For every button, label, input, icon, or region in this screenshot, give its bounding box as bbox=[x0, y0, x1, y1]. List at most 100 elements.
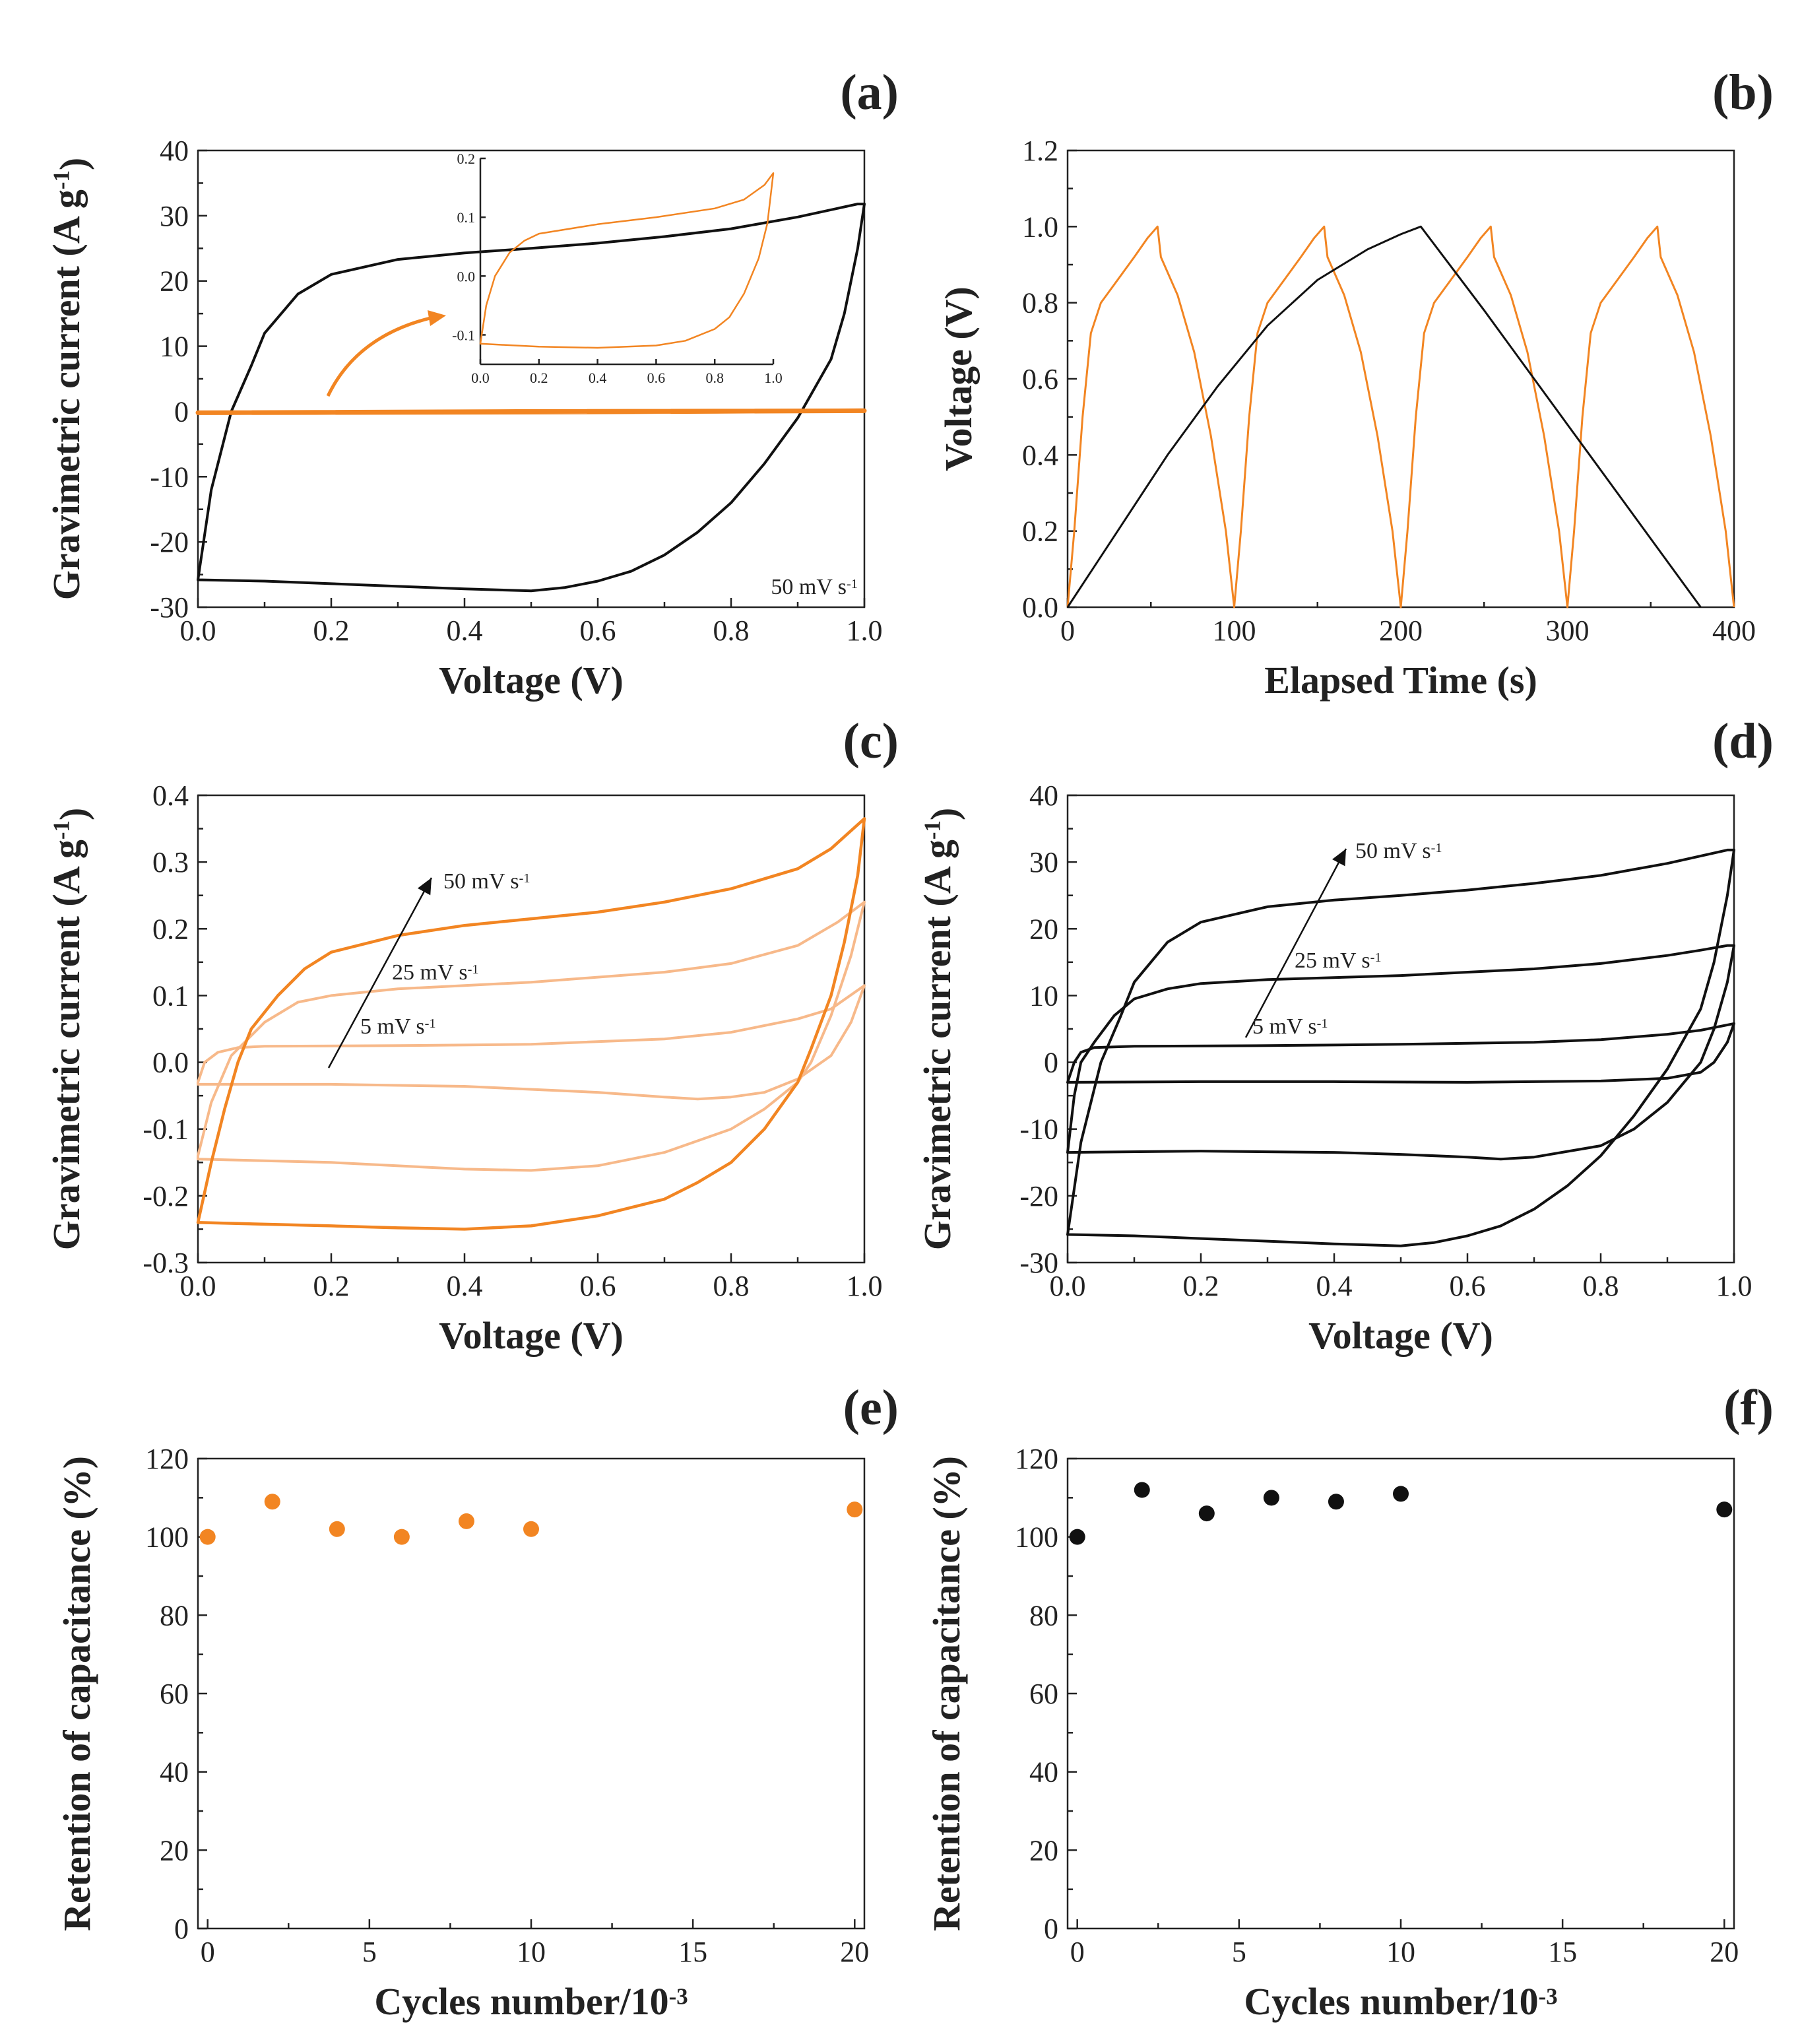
a-x-tick-label: 0.4 bbox=[447, 614, 483, 647]
b-x-tick-label: 200 bbox=[1379, 614, 1423, 647]
e-data-point bbox=[264, 1494, 280, 1510]
f-x-tick-label: 5 bbox=[1232, 1936, 1246, 1968]
d-y-axis-title: Gravimetric current (A g-1) bbox=[916, 808, 965, 1251]
e-data-point bbox=[393, 1529, 410, 1545]
panel-f-label: (f) bbox=[1723, 1380, 1774, 1435]
a-y-tick-label: 10 bbox=[160, 331, 189, 363]
b-x-tick-label: 300 bbox=[1546, 614, 1590, 647]
c-x-tick-label: 0.4 bbox=[447, 1270, 483, 1302]
a-scan-rate-label: 50 mV s-1 bbox=[771, 575, 858, 599]
c-y-axis-title: Gravimetric current (A g-1) bbox=[45, 808, 94, 1251]
f-y-tick-label: 100 bbox=[1015, 1521, 1058, 1554]
panel-b: 0 100 200 300 400 0.0 0.2 0.4 0.6 0.8 1.0 1.2 Elapse… bbox=[937, 65, 1774, 702]
b-orange-gcd-curve bbox=[1066, 225, 1735, 609]
a-inset-y-tick-label: 0.2 bbox=[457, 150, 476, 167]
d-y-tick-label: 20 bbox=[1029, 913, 1058, 945]
e-x-tick-label: 0 bbox=[201, 1936, 215, 1968]
b-y-tick-label: 0.0 bbox=[1022, 591, 1058, 624]
c-y-tick-label: 0.1 bbox=[152, 979, 189, 1012]
a-x-tick-label: 0.2 bbox=[313, 614, 350, 647]
f-data-point bbox=[1328, 1494, 1344, 1510]
a-inset-x-tick-label: 0.0 bbox=[471, 370, 490, 386]
e-y-tick-label: 120 bbox=[145, 1443, 189, 1475]
f-y-tick-label: 80 bbox=[1029, 1599, 1058, 1632]
e-y-tick-label: 20 bbox=[160, 1834, 189, 1866]
d-y-tick-label: 0 bbox=[1044, 1047, 1058, 1079]
f-x-axis-title: Cycles number/10-3 bbox=[1244, 1980, 1557, 2023]
e-y-tick-label: 0 bbox=[174, 1913, 189, 1945]
e-x-tick-label: 15 bbox=[678, 1936, 707, 1968]
a-x-axis-title: Voltage (V) bbox=[439, 659, 624, 702]
b-black-gcd-curve bbox=[1066, 225, 1702, 608]
f-data-point bbox=[1393, 1486, 1409, 1502]
d-label-5mv: 5 mV s-1 bbox=[1252, 1014, 1328, 1039]
d-curve-25mv bbox=[1066, 944, 1735, 1161]
a-y-tick-label: 40 bbox=[160, 135, 189, 167]
e-data-point bbox=[199, 1529, 216, 1545]
a-inset-x-tick-label: 0.4 bbox=[589, 370, 607, 386]
d-plot-frame bbox=[1066, 794, 1735, 1264]
f-y-tick-label: 60 bbox=[1029, 1678, 1058, 1710]
b-plot-frame bbox=[1066, 149, 1735, 609]
a-inset-pointer-arrow bbox=[326, 316, 431, 397]
b-x-axis-title: Elapsed Time (s) bbox=[1264, 659, 1537, 702]
a-inset-y-tick-label: -0.1 bbox=[452, 327, 475, 343]
d-y-tick-label: 30 bbox=[1029, 846, 1058, 878]
e-data-point bbox=[329, 1521, 345, 1537]
panel-c: 0.0 0.2 0.4 0.6 0.8 1.0 -0.3 -0.2 -0.1 0.0 0.1 0.2 0… bbox=[45, 713, 899, 1357]
panel-d: 0.0 0.2 0.4 0.6 0.8 1.0 -30 -20 -10 0 10 20 30 40 Volt… bbox=[916, 713, 1774, 1357]
c-x-tick-label: 0.8 bbox=[713, 1270, 750, 1302]
b-y-tick-label: 0.4 bbox=[1022, 439, 1058, 471]
c-x-tick-label: 0.2 bbox=[313, 1270, 350, 1302]
c-y-tick-label: 0.3 bbox=[152, 846, 189, 878]
f-x-tick-label: 15 bbox=[1548, 1936, 1577, 1968]
f-x-tick-label: 0 bbox=[1070, 1936, 1085, 1968]
e-x-tick-label: 20 bbox=[840, 1936, 869, 1968]
d-x-axis-title: Voltage (V) bbox=[1308, 1314, 1493, 1357]
d-x-tick-label: 0.4 bbox=[1316, 1270, 1353, 1302]
e-data-point bbox=[458, 1513, 474, 1529]
d-y-tick-label: 40 bbox=[1029, 779, 1058, 812]
a-inset-x-tick-label: 0.8 bbox=[705, 370, 724, 386]
a-orange-cv-curve bbox=[195, 408, 867, 415]
b-y-axis-title: Voltage (V) bbox=[937, 286, 980, 471]
f-y-tick-label: 0 bbox=[1044, 1913, 1058, 1945]
a-x-tick-label: 0.6 bbox=[580, 614, 616, 647]
d-x-tick-label: 0.6 bbox=[1450, 1270, 1486, 1302]
a-y-tick-label: -30 bbox=[150, 591, 189, 624]
c-x-axis-title: Voltage (V) bbox=[439, 1314, 624, 1357]
f-y-tick-label: 120 bbox=[1015, 1443, 1058, 1475]
c-plot-frame bbox=[197, 794, 866, 1264]
b-y-tick-label: 0.6 bbox=[1022, 363, 1058, 395]
d-y-tick-label: -10 bbox=[1019, 1113, 1058, 1146]
b-y-tick-label: 0.8 bbox=[1022, 287, 1058, 319]
c-y-tick-label: -0.2 bbox=[143, 1180, 189, 1212]
e-data-point bbox=[523, 1521, 539, 1537]
panel-a: 0.0 0.2 0.4 0.6 0.8 1.0 -30 -20 -10 0 10 20 30 40 Volt… bbox=[45, 65, 899, 702]
c-scan-rate-arrow-head bbox=[417, 878, 432, 896]
b-y-tick-label: 1.0 bbox=[1022, 211, 1058, 243]
d-y-tick-label: -30 bbox=[1019, 1247, 1058, 1279]
a-inset-y-tick-label: 0.1 bbox=[457, 209, 476, 226]
d-y-tick-label: 10 bbox=[1029, 979, 1058, 1012]
f-data-point bbox=[1134, 1482, 1150, 1498]
a-y-tick-label: 0 bbox=[174, 395, 189, 428]
d-x-tick-label: 0.0 bbox=[1050, 1270, 1086, 1302]
b-x-tick-label: 0 bbox=[1060, 614, 1075, 647]
a-inset-x-tick-label: 0.6 bbox=[647, 370, 666, 386]
a-inset-y-tick-label: 0.0 bbox=[457, 268, 476, 284]
c-label-50mv: 50 mV s-1 bbox=[443, 869, 530, 894]
c-x-tick-label: 0.6 bbox=[580, 1270, 616, 1302]
d-y-tick-label: -20 bbox=[1019, 1180, 1058, 1212]
f-data-point bbox=[1263, 1490, 1279, 1506]
c-label-25mv: 25 mV s-1 bbox=[392, 960, 479, 985]
e-x-tick-label: 5 bbox=[362, 1936, 377, 1968]
e-y-axis-title: Retention of capacitance (%) bbox=[55, 1456, 98, 1931]
c-curve-50mv bbox=[196, 817, 866, 1231]
a-black-cv-curve bbox=[197, 203, 866, 593]
a-x-tick-label: 1.0 bbox=[847, 614, 883, 647]
e-data-point bbox=[847, 1501, 863, 1518]
c-y-tick-label: -0.1 bbox=[143, 1113, 189, 1146]
e-x-tick-label: 10 bbox=[517, 1936, 546, 1968]
f-x-tick-label: 20 bbox=[1710, 1936, 1739, 1968]
